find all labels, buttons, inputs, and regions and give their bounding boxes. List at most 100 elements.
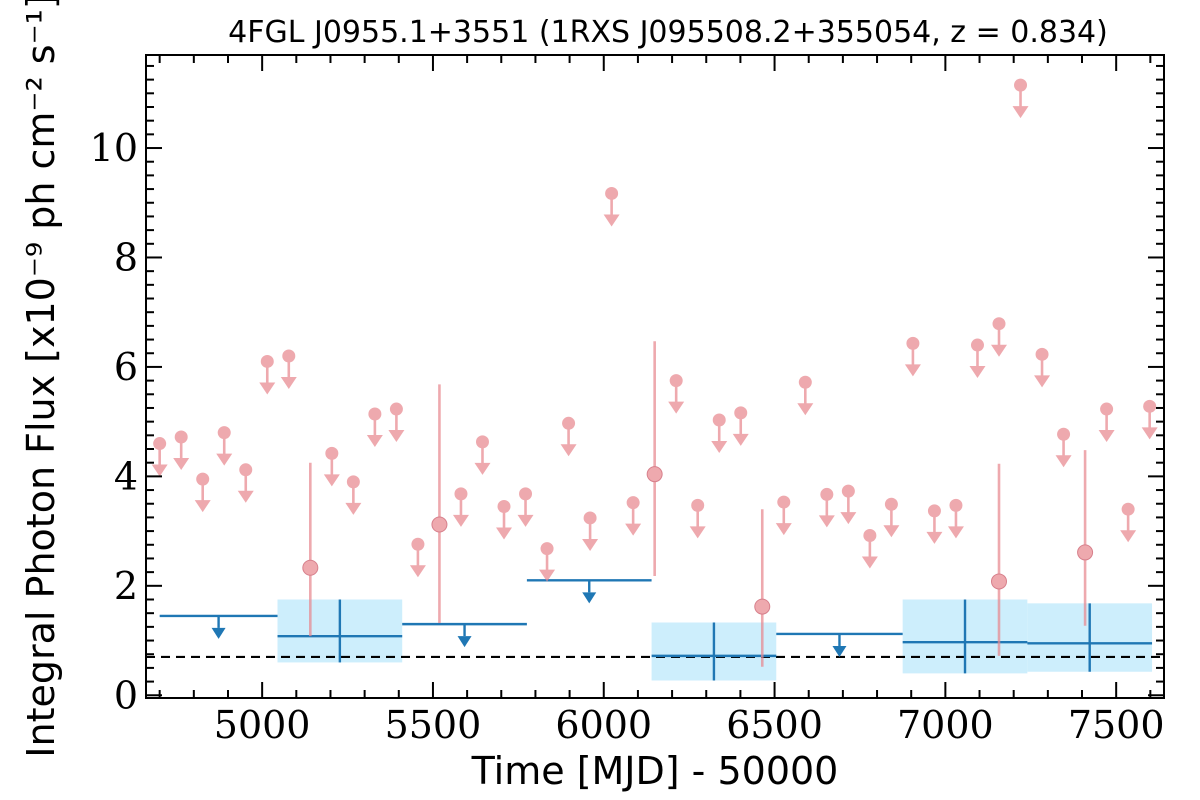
upper-limit-point — [1014, 78, 1028, 92]
long-bin-detection — [1027, 603, 1153, 672]
short-bin-upper-limit — [1034, 347, 1051, 388]
upper-limit-arrow — [259, 382, 276, 395]
y-tick-label: 4 — [114, 454, 138, 498]
upper-limit-arrow — [173, 457, 190, 470]
upper-limit-arrow — [539, 569, 556, 582]
short-bin-upper-limit — [517, 487, 534, 527]
upper-limit-point — [884, 497, 898, 511]
detection-point — [754, 598, 771, 615]
upper-limit-arrow — [216, 453, 233, 466]
short-bin-upper-limit — [452, 487, 469, 527]
upper-limit-arrow — [969, 366, 986, 379]
short-bin-detection — [302, 462, 319, 637]
y-tick-label: 6 — [114, 345, 138, 389]
upper-limit-point — [282, 349, 296, 363]
upper-limit-point — [562, 416, 576, 430]
short-bin-upper-limit — [625, 496, 642, 536]
short-bin-upper-limit — [560, 416, 577, 457]
detection-point — [302, 559, 319, 576]
upper-limit-point — [841, 484, 855, 498]
upper-limit-point — [1143, 399, 1157, 413]
upper-limit-arrow — [991, 344, 1008, 357]
upper-limit-point — [992, 317, 1006, 331]
y-tick-label: 10 — [90, 126, 138, 170]
upper-limit-point — [734, 406, 748, 420]
upper-limit-point — [1121, 502, 1135, 516]
short-bin-upper-limit — [539, 542, 556, 582]
detection-point — [1077, 544, 1094, 561]
short-bin-upper-limit — [775, 495, 792, 536]
upper-limit-arrow — [560, 444, 577, 457]
upper-limit-arrow — [603, 214, 620, 227]
upper-limit-arrow — [818, 515, 835, 528]
upper-limit-arrow — [323, 474, 340, 487]
upper-limit-arrow — [926, 531, 943, 544]
upper-limit-point — [691, 498, 705, 512]
short-bin-upper-limit — [818, 487, 835, 528]
upper-limit-arrow — [1034, 375, 1051, 388]
upper-limit-point — [970, 338, 984, 352]
upper-limit-point — [1100, 402, 1114, 416]
upper-limit-arrow — [194, 500, 211, 513]
upper-limit-arrow — [582, 538, 599, 551]
upper-limit-point — [454, 487, 468, 501]
y-axis-label: Integral Photon Flux [x10⁻⁹ ph cm⁻² s⁻¹] — [19, 0, 63, 758]
x-tick-label: 6000 — [555, 703, 652, 747]
upper-limit-point — [196, 472, 210, 486]
short-bin-upper-limit — [366, 407, 383, 447]
upper-limit-point — [389, 402, 403, 416]
upper-limit-point — [1035, 347, 1049, 361]
x-tick-label: 7500 — [1068, 703, 1165, 747]
short-bin-upper-limit — [1012, 78, 1029, 119]
short-bin-upper-limit — [1055, 427, 1072, 468]
upper-limit-arrow — [388, 430, 405, 443]
upper-limit-arrow — [345, 502, 362, 515]
upper-limit-arrow — [457, 636, 472, 648]
short-bin-upper-limit — [732, 406, 749, 446]
short-bin-upper-limit — [904, 336, 921, 377]
upper-limit-arrow — [1098, 430, 1115, 443]
short-bin-detection — [431, 384, 448, 624]
upper-limit-point — [820, 487, 834, 501]
x-tick-label: 7000 — [897, 703, 994, 747]
short-bin-detection — [646, 341, 663, 576]
short-bin-upper-limit — [151, 437, 168, 477]
short-bin-upper-limit — [711, 413, 728, 454]
upper-limit-point — [411, 537, 425, 551]
short-bin-upper-limit — [582, 511, 599, 551]
upper-limit-point — [669, 374, 683, 388]
short-bin-upper-limit — [237, 463, 254, 503]
short-bin-upper-limit — [409, 537, 426, 578]
upper-limit-point — [239, 463, 253, 477]
short-bin-upper-limit — [668, 374, 685, 414]
short-bin-upper-limit — [840, 484, 857, 525]
short-bin-upper-limit — [388, 402, 405, 443]
upper-limit-arrow — [452, 514, 469, 527]
x-tick-label: 5000 — [214, 703, 311, 747]
short-bin-upper-limit — [280, 349, 297, 389]
upper-limit-arrow — [840, 512, 857, 525]
axis-ticks: 5000 5500 6000 6500 7000 7500 0 2 4 6 8 10 — [90, 55, 1165, 747]
upper-limit-arrow — [797, 403, 814, 416]
upper-limit-point — [174, 430, 188, 444]
upper-limit-arrow — [861, 556, 878, 569]
plot-frame — [145, 54, 1165, 699]
upper-limit-point — [906, 336, 920, 350]
upper-limit-point — [583, 511, 597, 525]
long-bin-detection — [902, 599, 1028, 674]
short-bin-upper-limit — [969, 338, 986, 379]
upper-limit-point — [777, 495, 791, 509]
short-bin-upper-limit — [1098, 402, 1115, 443]
upper-limit-arrow — [474, 462, 491, 475]
short-bin-upper-limit — [991, 317, 1008, 357]
upper-limit-point — [1057, 427, 1071, 441]
upper-limit-point — [712, 413, 726, 427]
upper-limit-point — [368, 407, 382, 421]
upper-limit-point — [346, 475, 360, 489]
upper-limit-arrow — [732, 433, 749, 446]
x-axis-label: Time [MJD] - 50000 — [471, 749, 839, 793]
upper-limit-arrow — [237, 490, 254, 503]
short-bin-upper-limit — [1141, 399, 1158, 440]
y-tick-label: 2 — [114, 564, 138, 608]
